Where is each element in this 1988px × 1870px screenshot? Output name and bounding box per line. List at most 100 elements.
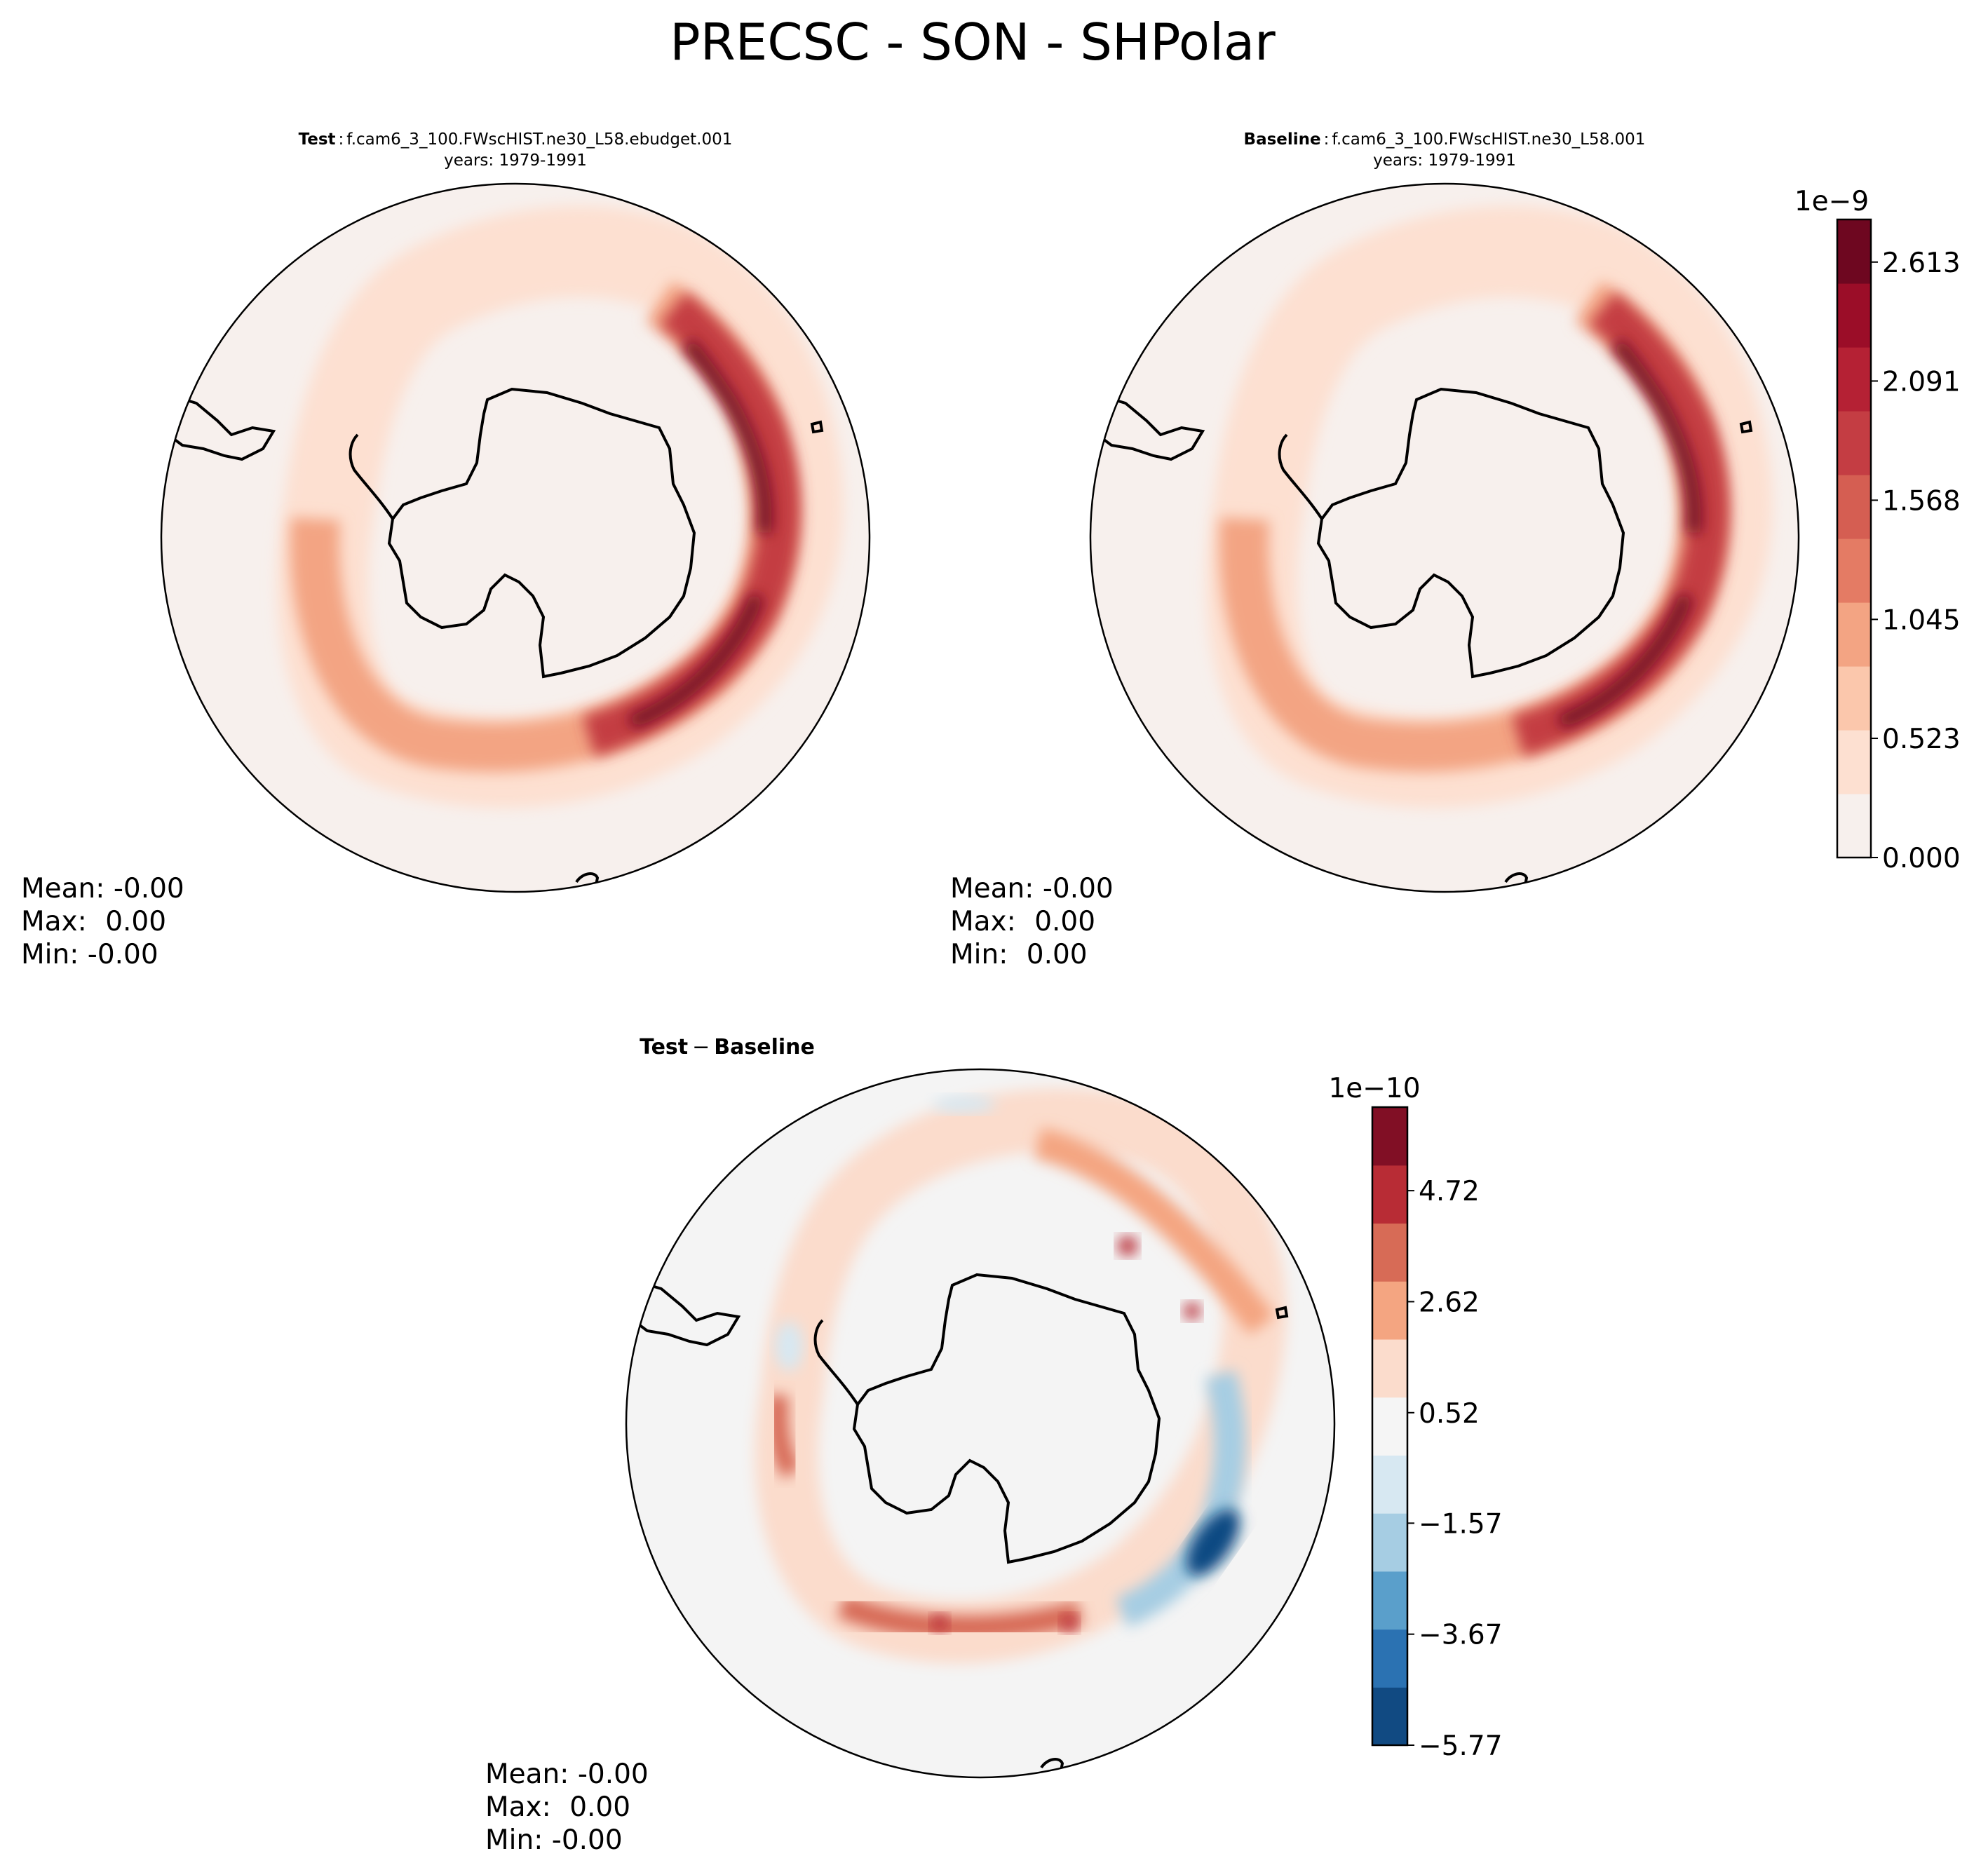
- colorbar-diff: −5.77 −3.67 −1.57 0.52 2.62 4.72 1e−10: [1328, 1073, 1502, 1762]
- colorbar-diff-tick-label: −1.57: [1419, 1508, 1503, 1540]
- colorbar-diff-tick-label: 4.72: [1419, 1176, 1480, 1207]
- colorbar-diff-frame: [1371, 1106, 1409, 1747]
- panel-baseline-years: years: 1979-1991: [1373, 151, 1516, 170]
- colorbar-diff-swatch: [1372, 1223, 1407, 1282]
- panel-diff: Test − Baseline Mean: -0.00: [485, 1035, 1503, 1856]
- precip-band-peak: [1557, 338, 1701, 729]
- colorbar-diff-swatch: [1372, 1571, 1407, 1630]
- svg-text:Min: -0.00: Min: -0.00: [485, 1824, 623, 1856]
- panel-test-map-border: [160, 182, 871, 893]
- antarctic-peninsula: [349, 433, 394, 520]
- panel-test-title: Test: f.cam6_3_100.FWscHIST.ne30_L58.ebud…: [299, 130, 733, 149]
- antarctica-coastline: [852, 1273, 1161, 1564]
- panel-diff-title: Test − Baseline: [640, 1035, 815, 1059]
- panel-baseline-label: Baseline: [1244, 130, 1321, 149]
- panel-baseline-title: Baseline: f.cam6_3_100.FWscHIST.ne30_L58.…: [1244, 130, 1646, 149]
- svg-text:Mean: -0.00: Mean: -0.00: [21, 873, 184, 904]
- colorbar-diff-swatch: [1372, 1397, 1407, 1456]
- colorbar-main-swatches: [1837, 219, 1871, 858]
- island-south-georgia: [1739, 420, 1753, 434]
- colorbar-main-tick-label: 2.613: [1882, 248, 1961, 279]
- antarctica-coastline: [387, 387, 696, 679]
- colorbar-main-swatch: [1837, 730, 1871, 794]
- diff-band-red-right: [1034, 1127, 1275, 1335]
- colorbar-diff-swatches: [1372, 1107, 1407, 1746]
- colorbar-main-ticks: 0.000 0.523 1.045 1.568 2.091 2.613: [1871, 248, 1961, 874]
- diff-peak-blue: [1186, 1509, 1240, 1576]
- panel-test-map: [161, 184, 870, 892]
- colorbar-main-swatch: [1837, 602, 1871, 667]
- colorbar-diff-swatch: [1372, 1687, 1407, 1746]
- colorbar-diff-swatch: [1372, 1629, 1407, 1688]
- colorbar-main-swatch: [1837, 538, 1871, 603]
- diff-peak-red-1: [1118, 1236, 1137, 1256]
- svg-text:Min: -0.00: Min: -0.00: [21, 939, 158, 970]
- colorbar-main-exponent: 1e−9: [1794, 186, 1869, 217]
- antarctic-peninsula: [813, 1319, 859, 1406]
- panel-test: Test: f.cam6_3_100.FWscHIST.ne30_L58.ebud…: [21, 130, 871, 970]
- colorbar-main-frame: [1836, 218, 1872, 859]
- svg-text:Max: 0.00: Max: 0.00: [21, 906, 166, 937]
- diff-peak-red-4: [1061, 1615, 1078, 1632]
- colorbar-main: 0.000 0.523 1.045 1.568 2.091 2.613 1e−9: [1794, 186, 1961, 874]
- colorbar-diff-swatch: [1372, 1107, 1407, 1166]
- panel-test-case: f.cam6_3_100.FWscHIST.ne30_L58.ebudget.0…: [346, 130, 732, 149]
- island-south-georgia: [810, 420, 824, 434]
- svg-text:Min: 0.00: Min: 0.00: [950, 939, 1088, 970]
- svg-text:Max: 0.00: Max: 0.00: [485, 1791, 630, 1823]
- colorbar-main-tick-label: 0.523: [1882, 724, 1961, 755]
- south-america-tip: [161, 391, 276, 461]
- colorbar-main-swatch: [1837, 475, 1871, 539]
- colorbar-diff-ticks: −5.77 −3.67 −1.57 0.52 2.62 4.72: [1407, 1176, 1503, 1762]
- colorbar-diff-swatch: [1372, 1165, 1407, 1224]
- panel-diff-map-border: [625, 1068, 1336, 1779]
- antarctica-coastline: [1316, 387, 1625, 679]
- colorbar-diff-tick-label: 2.62: [1419, 1287, 1480, 1318]
- colorbar-main-swatch: [1837, 411, 1871, 475]
- panel-test-stats: Mean: -0.00 Max: 0.00 Min: -0.00: [21, 873, 184, 970]
- colorbar-main-tick-label: 0.000: [1882, 843, 1961, 874]
- colorbar-main-tick-label: 1.045: [1882, 604, 1961, 636]
- panel-baseline: Baseline: f.cam6_3_100.FWscHIST.ne30_L58.…: [950, 130, 1961, 970]
- island-bottom: [1040, 1758, 1064, 1771]
- panel-test-label: Test: [299, 130, 336, 149]
- diff-band-red-left: [766, 1394, 802, 1479]
- colorbar-diff-swatch: [1372, 1513, 1407, 1572]
- colorbar-main-swatch: [1837, 666, 1871, 731]
- colorbar-main-tick-label: 2.091: [1882, 366, 1961, 398]
- diff-blue-patch-2: [933, 1096, 996, 1113]
- colorbar-main-swatch: [1837, 219, 1871, 284]
- antarctic-peninsula: [1278, 433, 1323, 520]
- panel-baseline-case: f.cam6_3_100.FWscHIST.ne30_L58.001: [1332, 130, 1645, 149]
- panel-baseline-stats: Mean: -0.00 Max: 0.00 Min: 0.00: [950, 873, 1114, 970]
- colorbar-main-swatch: [1837, 283, 1871, 348]
- panel-baseline-map: [1090, 184, 1799, 892]
- panel-test-years: years: 1979-1991: [444, 151, 587, 170]
- colorbar-diff-exponent: 1e−10: [1328, 1073, 1420, 1104]
- diff-blue-patch-1: [775, 1322, 803, 1371]
- svg-text:Mean: -0.00: Mean: -0.00: [950, 873, 1114, 904]
- colorbar-diff-swatch: [1372, 1455, 1407, 1514]
- island-bottom: [575, 872, 600, 886]
- figure-title: PRECSC - SON - SHPolar: [670, 13, 1276, 72]
- island-bottom: [1504, 872, 1529, 886]
- diff-peak-red-3: [931, 1615, 948, 1632]
- panel-diff-stats: Mean: -0.00 Max: 0.00 Min: -0.00: [485, 1759, 649, 1856]
- south-america-tip: [626, 1276, 741, 1347]
- colorbar-diff-swatch: [1372, 1339, 1407, 1398]
- colorbar-diff-swatch: [1372, 1281, 1407, 1340]
- colorbar-main-swatch: [1837, 347, 1871, 412]
- diff-band-red-bottom: [837, 1594, 1083, 1640]
- diff-peak-red-2: [1184, 1303, 1201, 1320]
- svg-text:Max: 0.00: Max: 0.00: [950, 906, 1095, 937]
- island-south-georgia: [1275, 1306, 1289, 1320]
- colorbar-main-tick-label: 1.568: [1882, 485, 1961, 517]
- south-america-tip: [1090, 391, 1205, 461]
- panel-diff-map: [626, 1069, 1334, 1777]
- colorbar-diff-tick-label: −5.77: [1419, 1730, 1503, 1762]
- precip-band-peak: [628, 338, 772, 729]
- colorbar-diff-tick-label: 0.52: [1419, 1398, 1480, 1430]
- colorbar-main-swatch: [1837, 794, 1871, 858]
- colorbar-diff-tick-label: −3.67: [1419, 1620, 1503, 1651]
